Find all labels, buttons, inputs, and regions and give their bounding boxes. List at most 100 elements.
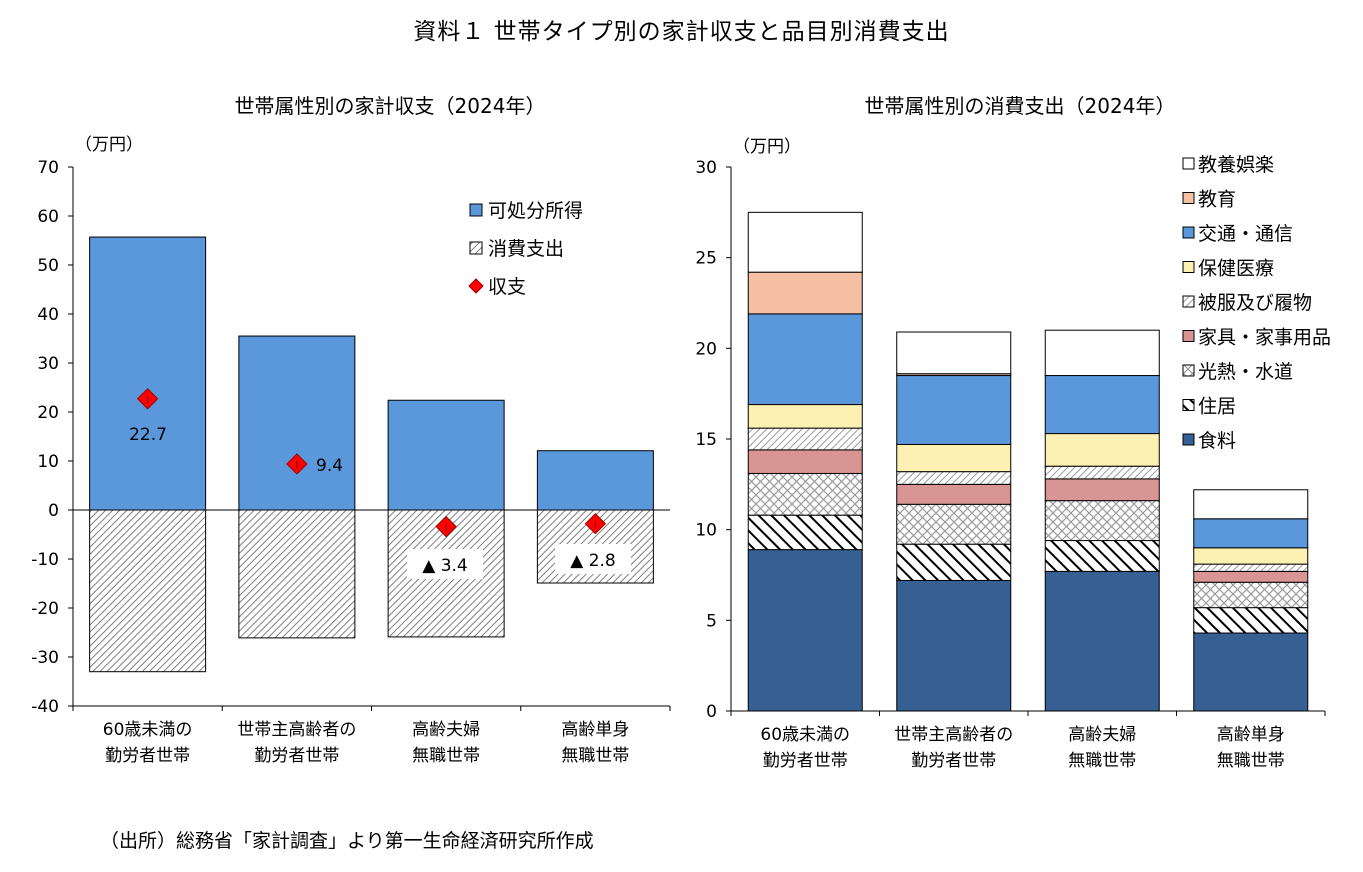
left-y-tick-label: -40 [31, 697, 59, 717]
left-y-tick-label: 50 [37, 256, 59, 276]
right-legend-label: 保健医療 [1198, 258, 1274, 280]
left-category-label: 無職世帯 [412, 746, 480, 766]
right-legend-label: 交通・通信 [1198, 223, 1293, 245]
right-y-tick-label: 0 [706, 702, 717, 722]
left-y-tick-label: 70 [37, 158, 59, 178]
disposable-income-bar [89, 236, 207, 511]
stacked-segment-5 [1193, 547, 1309, 565]
right-category-label: 世帯主高齢者の [894, 725, 1013, 745]
left-legend-swatch [469, 203, 483, 217]
right-unit-label: （万円） [733, 137, 801, 157]
left-legend-label: 可処分所得 [488, 200, 583, 222]
left-category-label: 60歳未満の [103, 720, 193, 740]
data-label-background [407, 549, 483, 579]
stacked-segment-0 [1193, 632, 1309, 712]
left-legend-swatch [468, 278, 484, 294]
right-legend-label: 住居 [1198, 396, 1236, 418]
stacked-segment-6 [1193, 518, 1309, 549]
balance-data-label: ▲ 2.8 [570, 551, 616, 571]
left-category-label: 高齢単身 [561, 720, 629, 740]
left-y-tick-label: 0 [48, 501, 59, 521]
left-y-tick-label: 10 [37, 452, 59, 472]
stacked-segment-8 [1193, 489, 1309, 520]
right-legend-swatch [1182, 295, 1195, 308]
right-category-label: 無職世帯 [1068, 751, 1136, 771]
right-y-tick-label: 15 [695, 430, 717, 450]
right-y-tick-label: 30 [695, 158, 717, 178]
stacked-segment-1 [896, 543, 1012, 581]
left-legend-swatch [469, 241, 483, 255]
stacked-segment-4 [1044, 465, 1160, 480]
right-legend-swatch [1182, 261, 1195, 273]
left-chart-title: 世帯属性別の家計収支（2024年） [234, 94, 546, 118]
right-y-tick-label: 5 [706, 611, 717, 631]
stacked-segment-2 [1044, 500, 1160, 542]
right-legend-label: 教育 [1198, 189, 1236, 211]
stacked-segment-6 [896, 375, 1012, 445]
right-category-label: 60歳未満の [760, 725, 850, 745]
disposable-income-bar [387, 399, 505, 511]
disposable-income-bar [536, 450, 654, 511]
stacked-segment-6 [747, 313, 863, 406]
consumption-bar [238, 509, 356, 639]
stacked-segment-0 [1044, 570, 1160, 712]
stacked-segment-3 [1044, 478, 1160, 502]
left-category-label: 勤労者世帯 [254, 746, 339, 766]
right-y-tick-label: 20 [695, 339, 717, 359]
stacked-segment-8 [896, 331, 1012, 375]
right-legend-label: 家具・家事用品 [1198, 327, 1331, 349]
right-category-label: 勤労者世帯 [911, 751, 996, 771]
stacked-segment-4 [747, 427, 863, 451]
stacked-segment-1 [747, 514, 863, 551]
stacked-segment-4 [1193, 563, 1309, 572]
stacked-segment-8 [747, 211, 863, 273]
right-y-tick-label: 10 [695, 521, 717, 541]
stacked-segment-6 [1044, 375, 1160, 435]
right-category-label: 無職世帯 [1217, 751, 1285, 771]
left-y-tick-label: 30 [37, 354, 59, 374]
right-legend-swatch [1182, 330, 1195, 342]
right-y-tick-label: 25 [695, 249, 717, 269]
left-chart: （万円） 70 60 50 40 30 20 10 0 -10 -20 -30 -40 22.7 9.4 ▲ … [31, 135, 671, 766]
right-category-label: 高齢単身 [1217, 725, 1285, 745]
right-legend-label: 光熱・水道 [1198, 361, 1293, 383]
stacked-segment-3 [1193, 570, 1309, 583]
left-category-label: 世帯主高齢者の [237, 720, 356, 740]
left-y-tick-label: 40 [37, 305, 59, 325]
stacked-segment-8 [1044, 329, 1160, 377]
stacked-segment-3 [896, 483, 1012, 505]
left-y-tick-label: -20 [31, 599, 59, 619]
right-legend-label: 被服及び履物 [1198, 292, 1312, 314]
right-legend-swatch [1182, 192, 1195, 204]
chart-title: 資料１ 世帯タイプ別の家計収支と品目別消費支出 [413, 19, 950, 45]
right-legend-label: 教養娯楽 [1198, 154, 1274, 176]
data-label-background [555, 544, 631, 574]
right-legend-label: 食料 [1198, 430, 1236, 452]
stacked-segment-7 [747, 271, 863, 315]
right-legend-swatch [1182, 399, 1195, 411]
right-legend-swatch [1182, 226, 1195, 239]
left-unit-label: （万円） [75, 135, 143, 155]
stacked-segment-5 [896, 443, 1012, 473]
balance-data-label: 22.7 [129, 425, 167, 445]
stacked-segment-0 [747, 549, 863, 712]
left-category-label: 無職世帯 [561, 746, 629, 766]
stacked-segment-2 [896, 503, 1012, 545]
right-category-label: 勤労者世帯 [763, 751, 848, 771]
stacked-segment-0 [896, 579, 1012, 712]
stacked-segment-1 [1044, 540, 1160, 572]
stacked-segment-3 [747, 449, 863, 474]
stacked-segment-2 [1193, 581, 1309, 609]
disposable-income-bar [238, 335, 356, 511]
left-legend-label: 収支 [488, 276, 526, 298]
right-chart-title: 世帯属性別の消費支出（2024年） [864, 94, 1176, 118]
left-y-tick-label: 60 [37, 207, 59, 227]
stacked-segment-5 [1044, 433, 1160, 467]
stacked-segment-2 [747, 472, 863, 516]
left-y-tick-label: -30 [31, 648, 59, 668]
left-category-label: 高齢夫婦 [412, 720, 480, 740]
stacked-segment-4 [896, 471, 1012, 485]
stacked-segment-5 [747, 404, 863, 429]
